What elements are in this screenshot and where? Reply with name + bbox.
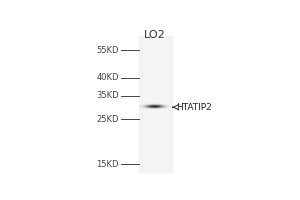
Bar [144, 36, 167, 172]
Text: HTATIP2: HTATIP2 [176, 103, 211, 112]
Text: 35KD: 35KD [96, 91, 119, 100]
Bar [139, 36, 172, 172]
Text: LO2: LO2 [144, 30, 166, 40]
Text: 55KD: 55KD [96, 46, 119, 55]
Text: 25KD: 25KD [96, 115, 119, 124]
Text: 15KD: 15KD [96, 160, 119, 169]
Text: 40KD: 40KD [96, 73, 119, 82]
